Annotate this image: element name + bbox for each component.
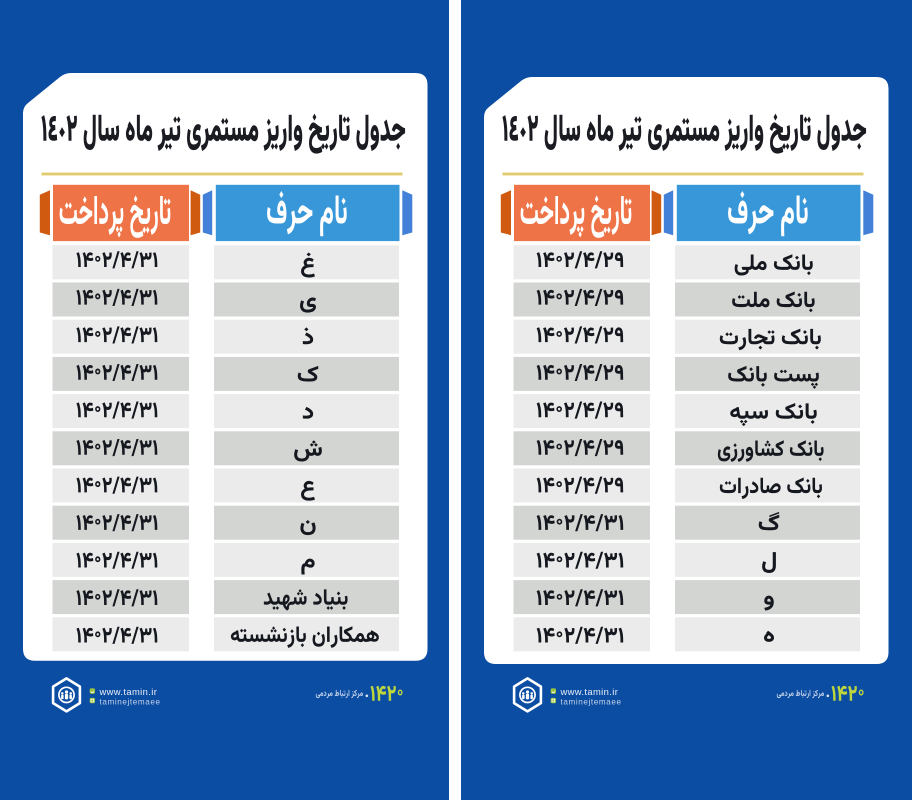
svg-text:www.tamin.ir: www.tamin.ir (560, 686, 619, 697)
svg-text:taminejtemaee: taminejtemaee (100, 698, 161, 707)
svg-text:taminejtemaee: taminejtemaee (561, 698, 622, 707)
svg-text:www.tamin.ir: www.tamin.ir (99, 686, 158, 697)
